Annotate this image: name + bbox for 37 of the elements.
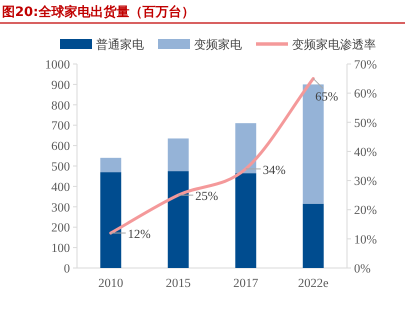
legend-label: 变频家电 xyxy=(194,38,242,52)
y-tick-label: 900 xyxy=(51,78,70,92)
bar xyxy=(168,171,189,268)
bar xyxy=(235,123,256,174)
y-tick-label: 1000 xyxy=(45,58,70,72)
bar xyxy=(168,138,189,172)
y2-tick-label: 10% xyxy=(354,232,377,246)
y-tick-label: 100 xyxy=(51,241,70,256)
y2-tick-label: 20% xyxy=(354,203,377,218)
bar xyxy=(235,173,256,268)
y2-tick-label: 40% xyxy=(354,144,377,159)
y2-tick-label: 70% xyxy=(354,58,377,72)
y2-tick-label: 0% xyxy=(354,262,371,276)
y-tick-label: 400 xyxy=(51,180,70,194)
y-tick-label: 800 xyxy=(51,98,70,112)
bar xyxy=(100,158,122,172)
title: 图20:全球家电出货量（百万台） xyxy=(2,5,194,20)
y-tick-label: 0 xyxy=(64,262,70,276)
x-tick-label: 2015 xyxy=(166,276,191,290)
x-tick-label: 2010 xyxy=(98,276,124,290)
bar xyxy=(100,172,122,268)
data-label: 12% xyxy=(128,227,151,242)
y2-tick-label: 60% xyxy=(354,86,377,101)
y2-tick-label: 30% xyxy=(354,174,377,188)
y-tick-label: 200 xyxy=(51,220,70,235)
legend-label: 普通家电 xyxy=(96,38,144,52)
y2-tick-label: 50% xyxy=(354,116,377,130)
data-label: 25% xyxy=(195,189,218,204)
bar xyxy=(302,204,324,268)
legend-label: 变频家电渗透率 xyxy=(292,38,376,52)
y-tick-label: 300 xyxy=(51,200,70,214)
x-tick-label: 2017 xyxy=(233,276,258,290)
data-label: 34% xyxy=(262,162,286,177)
y-tick-label: 500 xyxy=(51,160,70,174)
y-tick-label: 600 xyxy=(51,139,70,154)
y-tick-label: 700 xyxy=(51,118,70,133)
x-tick-label: 2022e xyxy=(298,276,329,290)
